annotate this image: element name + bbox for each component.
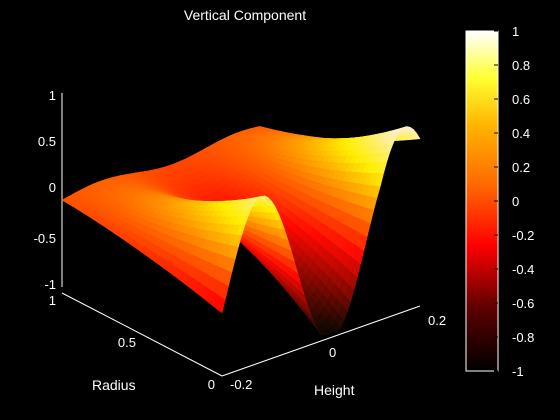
z-tick-0.5: 0.5 (38, 134, 56, 149)
colorbar-tick-label: -1 (512, 364, 524, 379)
x-tick-neg-0.2: -0.2 (230, 377, 252, 392)
colorbar-tick-label: 0.4 (512, 126, 530, 141)
x-ticks: -0.2 0 0.2 (230, 313, 446, 392)
colorbar-gradient (466, 31, 498, 371)
chart-title: Vertical Component (184, 7, 306, 23)
surface-patch (410, 133, 421, 140)
z-tick-neg-1: -1 (44, 277, 56, 292)
y-axis-line (61, 292, 223, 377)
x-axis-label: Height (314, 382, 355, 398)
z-tick-1: 1 (49, 88, 56, 103)
z-ticks: 1 0.5 0 -0.5 -1 (34, 88, 56, 292)
y-tick-0: 0 (208, 377, 215, 392)
axes-frame (61, 93, 421, 377)
colorbar-tick-label: -0.2 (512, 228, 534, 243)
z-tick-0: 0 (49, 180, 56, 195)
x-tick-0.2: 0.2 (428, 313, 446, 328)
x-tick-0: 0 (329, 345, 336, 360)
colorbar: 1 0.8 0.6 0.4 0.2 0 -0.2 -0.4 -0.6 -0.8 -1 (465, 24, 534, 379)
y-ticks: 1 0.5 0 (49, 293, 215, 392)
colorbar-tick-label: 1 (512, 24, 519, 39)
y-tick-1: 1 (49, 293, 56, 308)
colorbar-tick-label: 0 (512, 194, 519, 209)
colorbar-tick-label: 0.8 (512, 58, 530, 73)
y-tick-0.5: 0.5 (118, 335, 136, 350)
z-tick-neg-0.5: -0.5 (34, 231, 56, 246)
x-axis-line (221, 305, 421, 377)
colorbar-tick-label: 0.2 (512, 160, 530, 175)
colorbar-ticks: 1 0.8 0.6 0.4 0.2 0 -0.2 -0.4 -0.6 -0.8 -1 (494, 24, 534, 379)
colorbar-tick-label: 0.6 (512, 92, 530, 107)
surface-plot (61, 126, 421, 336)
colorbar-tick-label: -0.8 (512, 330, 534, 345)
colorbar-tick-label: -0.4 (512, 262, 534, 277)
y-axis-label: Radius (92, 377, 136, 393)
colorbar-tick-label: -0.6 (512, 296, 534, 311)
